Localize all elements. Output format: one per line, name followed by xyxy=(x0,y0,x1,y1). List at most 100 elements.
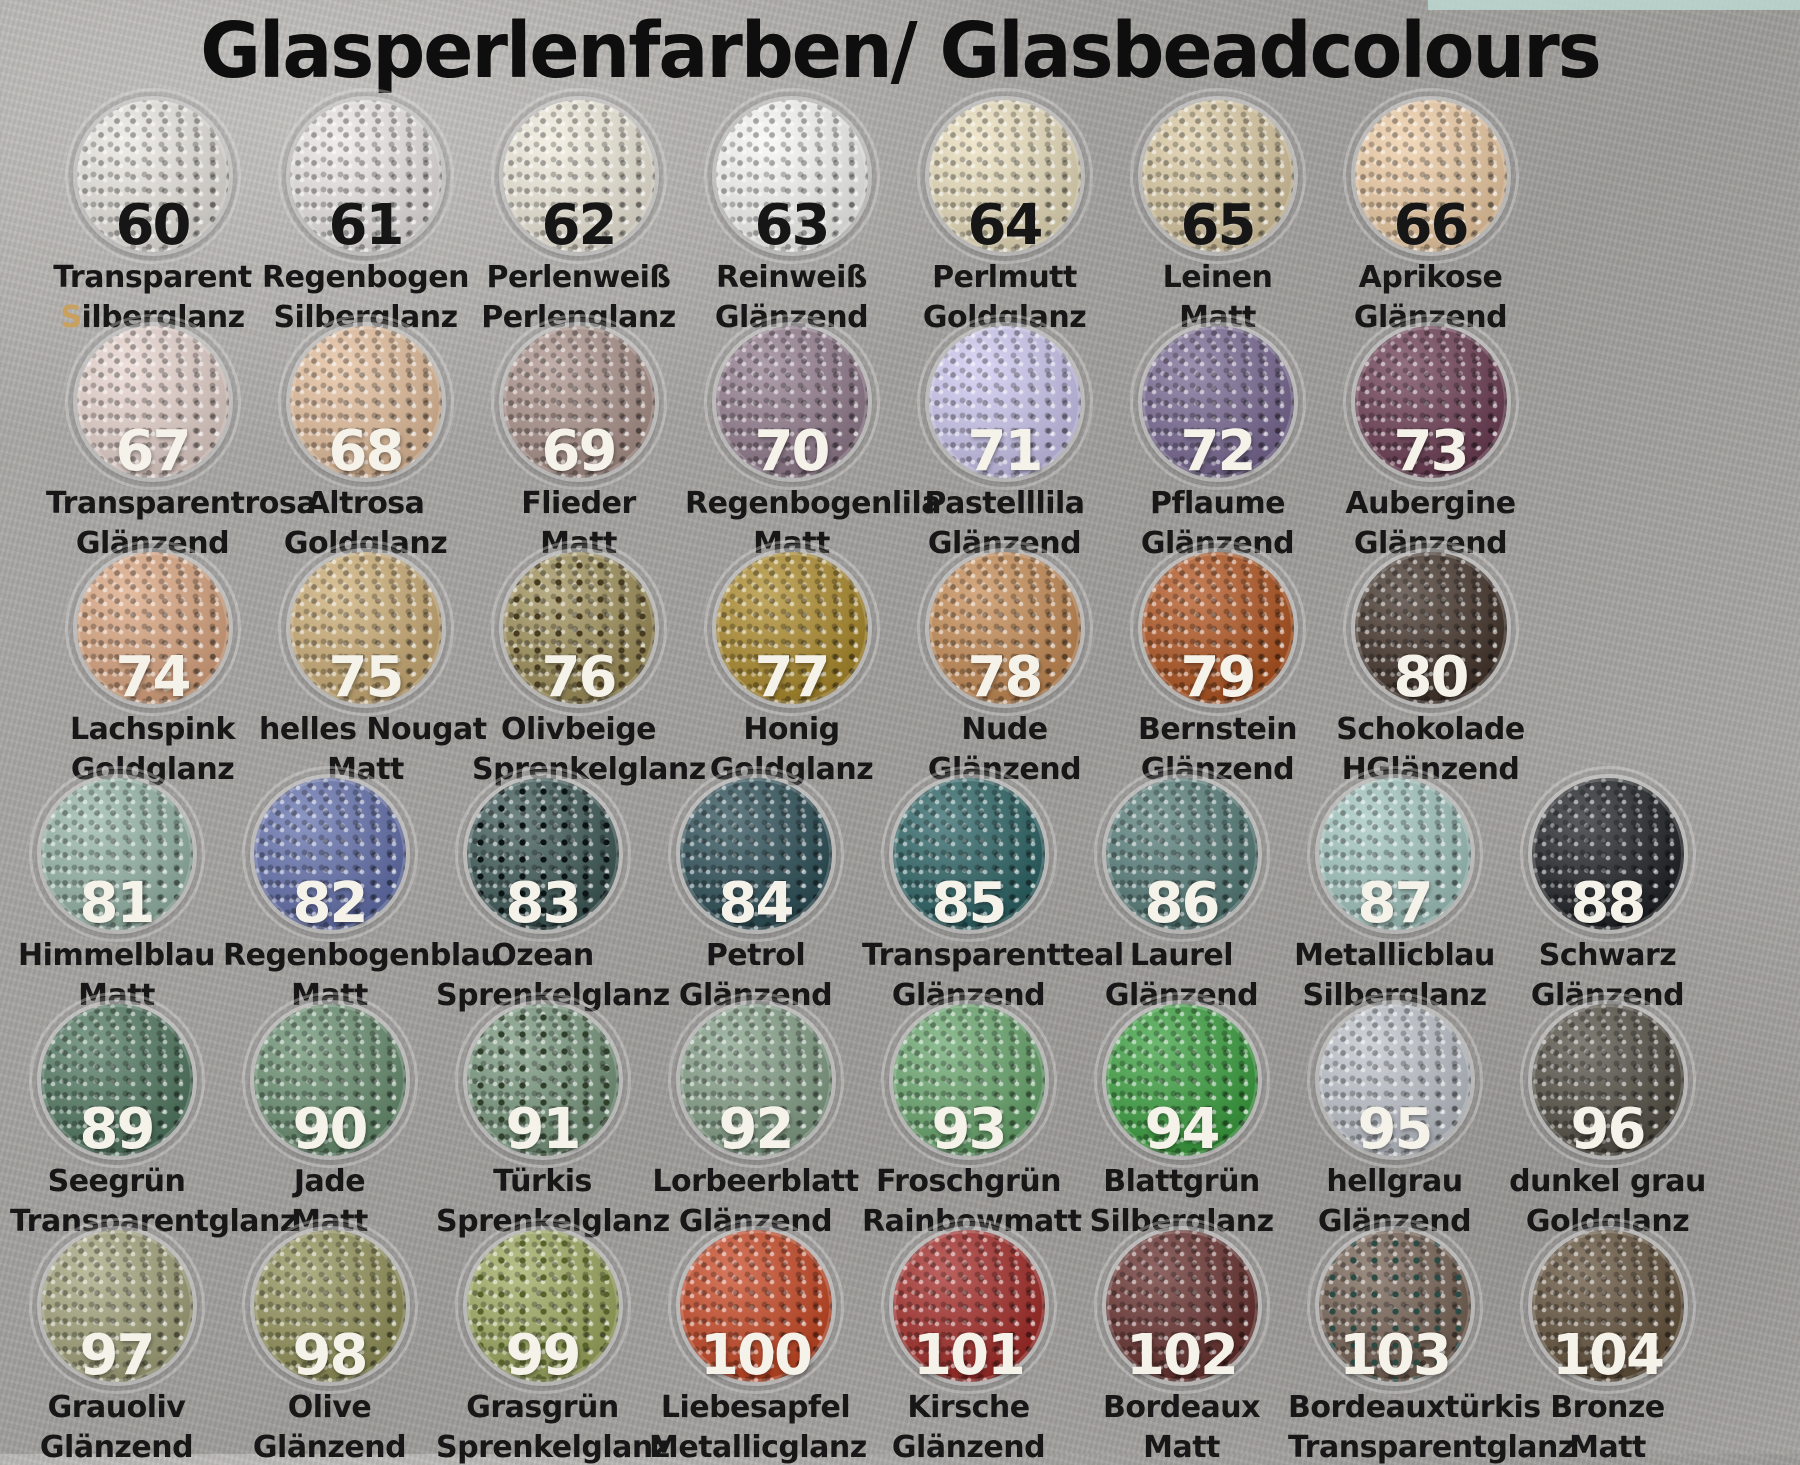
bead-dish: 62 xyxy=(490,88,667,264)
bead-swatch: 98 Olive Glänzend xyxy=(223,1218,436,1463)
bead-dish: 81 xyxy=(28,766,205,942)
bead-dish: 103 xyxy=(1306,1218,1483,1394)
bead-number: 96 xyxy=(1570,1097,1647,1162)
bead-number: 93 xyxy=(931,1097,1008,1162)
bead-swatch: 82 Regenbogenblau Matt xyxy=(223,766,502,1011)
bead-swatch: 63 Reinweiß Glänzend xyxy=(685,88,898,333)
bead-swatch: 71 Pastelllila Glänzend xyxy=(898,314,1111,559)
bead-dish: 97 xyxy=(28,1218,205,1394)
bead-color-name: Perlmutt xyxy=(932,260,1077,295)
bead-row: 74 Lachspink Goldglanz 75 helles Nougat … xyxy=(0,540,1800,785)
bead-swatch: 88 Schwarz Glänzend xyxy=(1501,766,1714,1011)
bead-color-name: Leinen xyxy=(1162,260,1273,295)
bead-color-name: Nude xyxy=(961,712,1048,747)
bead-number: 65 xyxy=(1180,193,1257,258)
bead-number: 73 xyxy=(1393,419,1470,484)
bead-number: 102 xyxy=(1126,1323,1239,1388)
bead-number: 79 xyxy=(1180,645,1257,710)
bead-dish: 89 xyxy=(28,992,205,1168)
bead-number: 87 xyxy=(1357,871,1434,936)
bead-number: 86 xyxy=(1144,871,1221,936)
bead-finish: Sprenkelglanz xyxy=(472,751,706,787)
bead-dish: 96 xyxy=(1519,992,1696,1168)
bead-dish: 67 xyxy=(64,314,241,490)
bead-swatch: 81 Himmelblau Matt xyxy=(10,766,223,1011)
bead-color-name: Schokolade xyxy=(1336,712,1525,747)
bead-number: 97 xyxy=(79,1323,156,1388)
bead-color-name: Petrol xyxy=(705,938,806,973)
bead-swatch: 70 Regenbogenlila Matt xyxy=(685,314,941,559)
bead-swatch: 100 Liebesapfel Metallicglanz xyxy=(649,1218,867,1465)
bead-color-name: Himmelblau xyxy=(18,938,215,973)
bead-number: 62 xyxy=(541,193,618,258)
bead-dish: 85 xyxy=(880,766,1057,942)
bead-number: 61 xyxy=(328,193,405,258)
bead-dish: 100 xyxy=(667,1218,844,1394)
bead-swatch: 68 Altrosa Goldglanz xyxy=(259,314,472,559)
bead-number: 66 xyxy=(1393,193,1470,258)
bead-swatch: 60 Transparent Silberglanz xyxy=(46,88,259,333)
bead-finish: Matt xyxy=(1569,1429,1646,1465)
bead-swatch: 77 Honig Goldglanz xyxy=(685,540,898,785)
bead-swatch: 65 Leinen Matt xyxy=(1111,88,1324,333)
bead-swatch: 96 dunkel grau Goldglanz xyxy=(1501,992,1714,1237)
bead-dish: 99 xyxy=(454,1218,631,1394)
bead-dish: 104 xyxy=(1519,1218,1696,1394)
bead-color-name: Perlenweiß xyxy=(486,260,671,295)
bead-swatch: 69 Flieder Matt xyxy=(472,314,685,559)
bead-row: 81 Himmelblau Matt 82 Regenbogenblau Mat… xyxy=(0,766,1800,1011)
bead-color-name: Türkis xyxy=(493,1164,592,1199)
bead-number: 60 xyxy=(115,193,192,258)
bead-dish: 84 xyxy=(667,766,844,942)
bead-color-name: Pflaume xyxy=(1149,486,1286,521)
bead-number: 94 xyxy=(1144,1097,1221,1162)
bead-dish: 64 xyxy=(916,88,1093,264)
bead-color-name: Transparentteal xyxy=(862,938,1124,973)
bead-color-name: Grauoliv xyxy=(47,1390,186,1425)
bead-row: 67 Transparentrosa Glänzend 68 Altrosa G… xyxy=(0,314,1800,559)
bead-swatch: 102 Bordeaux Matt xyxy=(1075,1218,1288,1463)
bead-swatch: 93 Froschgrün Rainbowmatt xyxy=(862,992,1082,1237)
bead-dish: 80 xyxy=(1342,540,1519,716)
bead-color-name: Liebesapfel xyxy=(660,1390,851,1425)
bead-dish: 87 xyxy=(1306,766,1483,942)
bead-dish: 70 xyxy=(703,314,880,490)
bead-dish: 65 xyxy=(1129,88,1306,264)
bead-dish: 78 xyxy=(916,540,1093,716)
bead-swatch: 62 Perlenweiß Perlenglanz xyxy=(472,88,685,333)
bead-number: 77 xyxy=(754,645,831,710)
bead-color-name: Altrosa xyxy=(306,486,425,521)
bead-dish: 93 xyxy=(880,992,1057,1168)
bead-dish: 86 xyxy=(1093,766,1270,942)
bead-dish: 75 xyxy=(277,540,454,716)
bead-color-name: Grasgrün xyxy=(466,1390,619,1425)
page-title: Glasperlenfarben/ Glasbeadcolours xyxy=(200,6,1602,96)
bead-color-name: Bordeaux xyxy=(1102,1390,1261,1425)
bead-color-name: Bernstein xyxy=(1137,712,1298,747)
bead-dish: 76 xyxy=(490,540,667,716)
bead-color-name: Froschgrün xyxy=(876,1164,1061,1199)
bead-number: 85 xyxy=(931,871,1008,936)
bead-number: 103 xyxy=(1339,1323,1452,1388)
bead-dish: 77 xyxy=(703,540,880,716)
bead-number: 98 xyxy=(292,1323,369,1388)
bead-finish: Sprenkelglanz xyxy=(436,1429,670,1465)
bead-number: 84 xyxy=(718,871,795,936)
bead-swatch: 75 helles Nougat Matt xyxy=(259,540,487,785)
bead-dish: 79 xyxy=(1129,540,1306,716)
bead-number: 81 xyxy=(79,871,156,936)
bead-dish: 73 xyxy=(1342,314,1519,490)
bead-number: 91 xyxy=(505,1097,582,1162)
bead-number: 64 xyxy=(967,193,1044,258)
bead-color-name: Metallicblau xyxy=(1294,938,1495,973)
bead-number: 70 xyxy=(754,419,831,484)
bead-color-name: Pastelllila xyxy=(924,486,1085,521)
bead-swatch: 94 Blattgrün Silberglanz xyxy=(1075,992,1288,1237)
bead-finish: Metallicglanz xyxy=(649,1429,867,1465)
bead-color-name: Ozean xyxy=(491,938,594,973)
bead-color-name: Blattgrün xyxy=(1103,1164,1260,1199)
bead-swatch: 67 Transparentrosa Glänzend xyxy=(46,314,317,559)
bead-dish: 72 xyxy=(1129,314,1306,490)
bead-number: 69 xyxy=(541,419,618,484)
bead-dish: 74 xyxy=(64,540,241,716)
